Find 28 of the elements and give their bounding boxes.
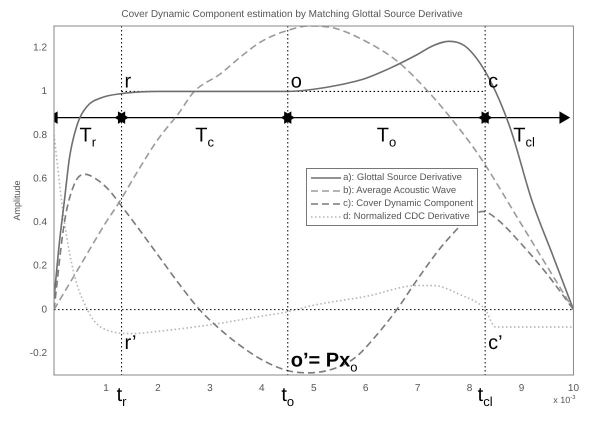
x-tick-label: 7 [414,382,421,394]
x-tick-label: 4 [259,382,266,394]
annotation: c’ [488,332,503,354]
annotation: o [290,70,302,92]
y-tick-label: 1 [41,86,48,98]
annotation: r’ [124,332,136,354]
x-tick-label: 6 [362,382,369,394]
y-tick-label: 1.2 [33,42,48,54]
y-axis-title: Amplitude [12,180,22,221]
y-tick-label: 0.8 [33,130,48,141]
chart-title: Cover Dynamic Component estimation by Matching Glottal Source Derivative [121,8,464,20]
legend-label: d: Normalized CDC Derivative [343,210,470,223]
x-tick-label: 10 [568,382,580,394]
x-tick-label: 1 [103,382,110,394]
x-tick-label: 9 [518,382,525,394]
x-tick-label: 3 [207,382,214,394]
y-tick-label: 0.6 [33,173,48,184]
x-tick-label: 2 [155,382,162,394]
legend-label: b): Average Acoustic Wave [343,184,456,197]
x-tick-label: 8 [466,382,473,394]
y-tick-label: 0 [41,304,48,316]
y-tick-label: -0.2 [30,348,48,359]
x-tick-label: 5 [310,382,317,394]
annotation: r [124,70,132,92]
y-tick-label: 0.2 [33,260,48,272]
legend-label: a): Glottal Source Derivative [343,171,462,184]
y-tick-label: 0.4 [33,217,48,228]
legend-label: c): Cover Dynamic Component [343,197,473,210]
